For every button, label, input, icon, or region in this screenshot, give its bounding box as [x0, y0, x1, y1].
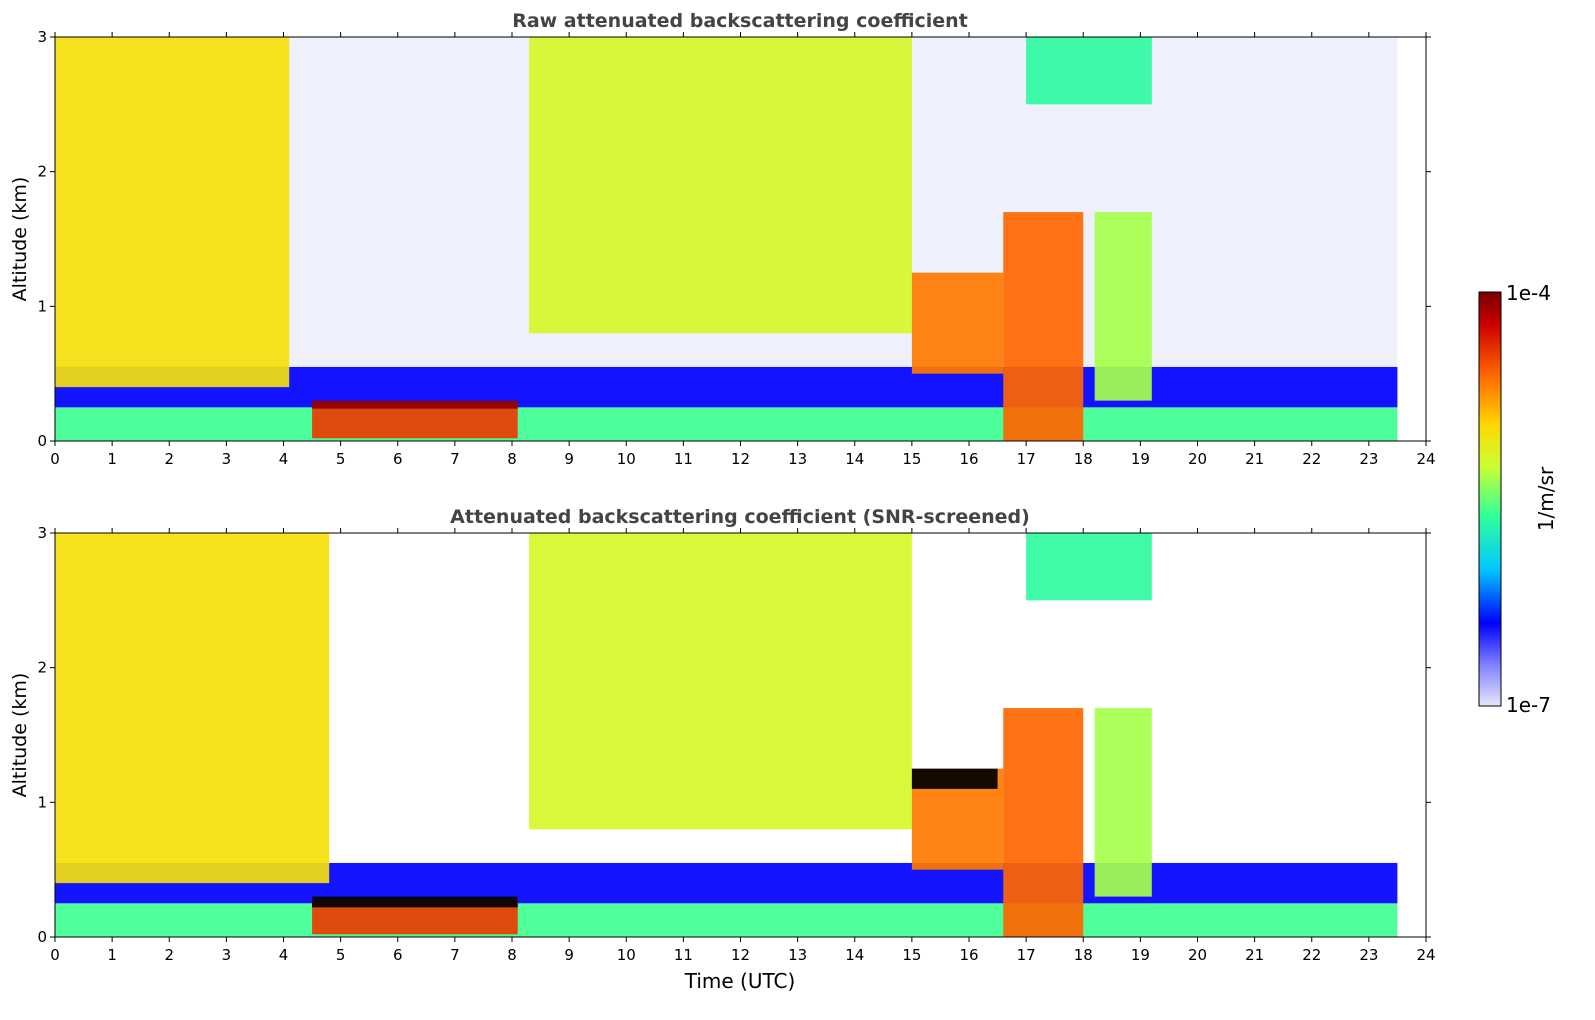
x-tick-label: 14: [845, 450, 864, 468]
x-tick-label: 3: [222, 946, 232, 964]
raw-y-axis: 0 1 2 3: [37, 28, 1431, 450]
x-tick-label: 10: [617, 450, 636, 468]
x-tick-label: 7: [450, 450, 460, 468]
x-tick-label: 15: [902, 946, 921, 964]
x-tick-label: 7: [450, 946, 460, 964]
x-tick-label: 16: [959, 946, 978, 964]
y-tick-label: 3: [37, 524, 47, 542]
x-tick-label: 1: [107, 946, 117, 964]
screened-y-axis: 0 1 2 3: [37, 524, 1431, 946]
screened-panel: Attenuated backscattering coefficient (S…: [9, 506, 1436, 993]
x-tick-label: 13: [788, 946, 807, 964]
feature-5: [529, 533, 912, 830]
x-tick-label: 17: [1017, 450, 1036, 468]
x-tick-label: 11: [674, 946, 693, 964]
feature-9: [1026, 37, 1152, 105]
x-tick-label: 2: [164, 946, 174, 964]
x-tick-label: 19: [1131, 946, 1150, 964]
x-tick-label: 21: [1245, 946, 1264, 964]
y-tick-label: 1: [37, 297, 47, 315]
x-tick-label: 0: [50, 946, 60, 964]
x-tick-label: 6: [393, 946, 403, 964]
screened-y-axis-label: Altitude (km): [9, 673, 31, 798]
x-tick-label: 1: [107, 450, 117, 468]
x-tick-label: 20: [1188, 450, 1207, 468]
raw-x-axis: 0 1 2 3 4 5 6 7 8 9 10 11 12 13 14 15 16 17 18 19 20 21 22 23 24: [50, 32, 1436, 468]
colorbar-unit-label: 1/m/sr: [1534, 466, 1558, 531]
x-tick-label: 18: [1074, 450, 1093, 468]
feature-9: [1094, 708, 1152, 897]
feature-0: [55, 407, 1398, 441]
x-tick-label: 19: [1131, 450, 1150, 468]
feature-10: [1026, 533, 1152, 601]
feature-8: [1003, 708, 1084, 937]
x-tick-label: 3: [222, 450, 232, 468]
feature-6: [911, 272, 1004, 374]
x-tick-label: 24: [1416, 946, 1435, 964]
feature-3: [312, 896, 518, 908]
x-tick-label: 23: [1359, 946, 1378, 964]
y-tick-label: 3: [37, 28, 47, 46]
y-tick-label: 0: [37, 432, 47, 450]
x-tick-label: 14: [845, 946, 864, 964]
x-tick-label: 24: [1416, 450, 1435, 468]
feature-7: [911, 768, 998, 789]
x-tick-label: 18: [1074, 946, 1093, 964]
colorbar-min-label: 1e-7: [1506, 693, 1551, 717]
x-tick-label: 4: [279, 946, 289, 964]
screened-x-axis: 0 1 2 3 4 5 6 7 8 9 10 11 12 13 14 15 16 17 18 19 20 21 22 23 24: [50, 528, 1436, 964]
screened-panel-title: Attenuated backscattering coefficient (S…: [450, 506, 1030, 528]
x-tick-label: 13: [788, 450, 807, 468]
x-tick-label: 22: [1302, 450, 1321, 468]
screened-heatmap: [55, 533, 1398, 937]
feature-8: [1094, 212, 1152, 401]
y-tick-label: 1: [37, 793, 47, 811]
raw-y-axis-label: Altitude (km): [9, 177, 31, 302]
x-tick-label: 16: [959, 450, 978, 468]
feature-0: [55, 903, 1398, 937]
x-tick-label: 2: [164, 450, 174, 468]
x-tick-label: 6: [393, 450, 403, 468]
x-tick-label: 23: [1359, 450, 1378, 468]
x-tick-label: 0: [50, 450, 60, 468]
x-tick-label: 9: [564, 946, 574, 964]
colorbar-ramp: [1478, 291, 1502, 707]
x-tick-label: 21: [1245, 450, 1264, 468]
x-tick-label: 8: [507, 946, 517, 964]
feature-5: [529, 37, 912, 334]
x-tick-label: 9: [564, 450, 574, 468]
x-axis-label: Time (UTC): [684, 969, 796, 993]
colorbar-max-label: 1e-4: [1506, 281, 1551, 305]
x-tick-label: 17: [1017, 946, 1036, 964]
x-tick-label: 10: [617, 946, 636, 964]
x-tick-label: 20: [1188, 946, 1207, 964]
x-tick-label: 15: [902, 450, 921, 468]
feature-2: [312, 403, 518, 439]
feature-3: [312, 400, 518, 409]
x-tick-label: 12: [731, 946, 750, 964]
feature-4: [55, 533, 330, 884]
raw-panel: Raw attenuated backscattering coefficien…: [9, 10, 1436, 468]
y-tick-label: 2: [37, 659, 47, 677]
x-tick-label: 5: [336, 946, 346, 964]
feature-7: [1003, 212, 1084, 441]
x-tick-label: 22: [1302, 946, 1321, 964]
x-tick-label: 11: [674, 450, 693, 468]
raw-panel-title: Raw attenuated backscattering coefficien…: [512, 10, 968, 32]
x-tick-label: 4: [279, 450, 289, 468]
x-tick-label: 12: [731, 450, 750, 468]
x-tick-label: 5: [336, 450, 346, 468]
raw-heatmap: [55, 37, 1398, 441]
x-tick-label: 8: [507, 450, 517, 468]
colorbar: 1e-4 1e-7 1/m/sr: [1478, 281, 1558, 717]
feature-4: [55, 37, 290, 388]
y-tick-label: 0: [37, 928, 47, 946]
y-tick-label: 2: [37, 163, 47, 181]
